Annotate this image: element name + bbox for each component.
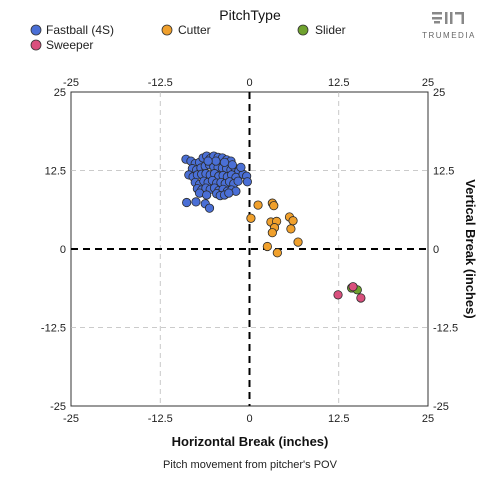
y-tick-label-right: 12.5 [433,166,454,178]
legend-marker-cutter [161,24,173,36]
x-tick-label-top: -12.5 [148,77,173,89]
y-tick-label-right: -25 [433,401,449,413]
x-tick-label-bottom: 12.5 [328,413,349,425]
data-point-cutter [269,201,279,211]
data-point-fastball [202,190,212,200]
data-points [181,151,366,303]
zero-lines [71,92,428,406]
x-tick-label-top: 25 [422,77,434,89]
x-tick-label-top: 0 [246,77,252,89]
data-point-cutter [288,216,298,226]
plot-area [70,91,429,407]
y-tick-label-left: -25 [50,401,66,413]
legend-marker-slider [297,24,309,36]
data-point-cutter [262,241,272,252]
y-tick-label-left: -12.5 [41,323,66,335]
brand-logo-text: TRUMEDIA [422,31,476,40]
x-tick-label-top: 12.5 [328,77,349,89]
data-point-cutter [293,237,303,247]
brand-logo-mark [432,12,464,24]
data-point-cutter [272,248,282,258]
y-tick-label-right: 0 [433,244,439,256]
x-axis-title: Horizontal Break (inches) [172,434,329,449]
data-point-cutter [246,213,256,223]
chart-caption: Pitch movement from pitcher's POV [163,459,338,471]
data-point-fastball [219,157,230,167]
data-point-sweeper [333,290,343,300]
data-point-cutter [286,224,296,234]
y-tick-label-left: 25 [54,87,66,99]
legend-item-fastball: Fastball (4S) [30,23,114,37]
y-tick-label-left: 12.5 [45,166,66,178]
x-tick-label-bottom: -25 [63,413,79,425]
data-point-fastball [203,156,213,166]
data-point-sweeper [348,282,358,292]
data-point-fastball [211,156,221,166]
data-point-fastball [224,188,234,198]
legend: PitchType Fastball (4S) Cutter Slider Sw… [30,7,346,52]
legend-item-sweeper: Sweeper [30,38,93,52]
x-tick-label-bottom: -12.5 [148,413,173,425]
y-tick-label-right: 25 [433,87,445,99]
legend-item-slider: Slider [297,23,346,37]
data-point-sweeper [356,293,366,303]
legend-label-slider: Slider [315,23,346,37]
x-tick-label-bottom: 25 [422,413,434,425]
data-point-fastball [204,203,215,213]
data-point-fastball [182,197,192,208]
data-point-fastball [242,177,252,187]
x-tick-label-bottom: 0 [246,413,252,425]
y-tick-labels-right: -25 -12.5 0 12.5 25 [433,87,458,413]
x-tick-labels-top: -25 -12.5 0 12.5 25 [63,77,434,89]
data-point-cutter [253,200,263,210]
legend-title: PitchType [219,7,281,23]
data-point-cutter [267,228,277,238]
data-point-fastball [191,197,201,207]
legend-label-fastball: Fastball (4S) [46,23,114,37]
x-tick-label-top: -25 [63,77,79,89]
legend-item-cutter: Cutter [161,23,211,37]
legend-marker-fastball [30,24,42,36]
y-tick-label-left: 0 [60,244,66,256]
data-point-fastball [233,176,243,186]
x-tick-labels-bottom: -25 -12.5 0 12.5 25 [63,413,434,425]
brand-logo: TRUMEDIA [422,12,476,40]
legend-marker-sweeper [30,39,42,51]
data-point-fastball [236,162,246,172]
y-axis-title: Vertical Break (inches) [463,179,478,318]
legend-label-cutter: Cutter [178,23,211,37]
y-tick-label-right: -12.5 [433,323,458,335]
legend-label-sweeper: Sweeper [46,38,93,52]
data-point-fastball [227,160,237,170]
y-tick-labels-left: -25 -12.5 0 12.5 25 [41,87,66,413]
